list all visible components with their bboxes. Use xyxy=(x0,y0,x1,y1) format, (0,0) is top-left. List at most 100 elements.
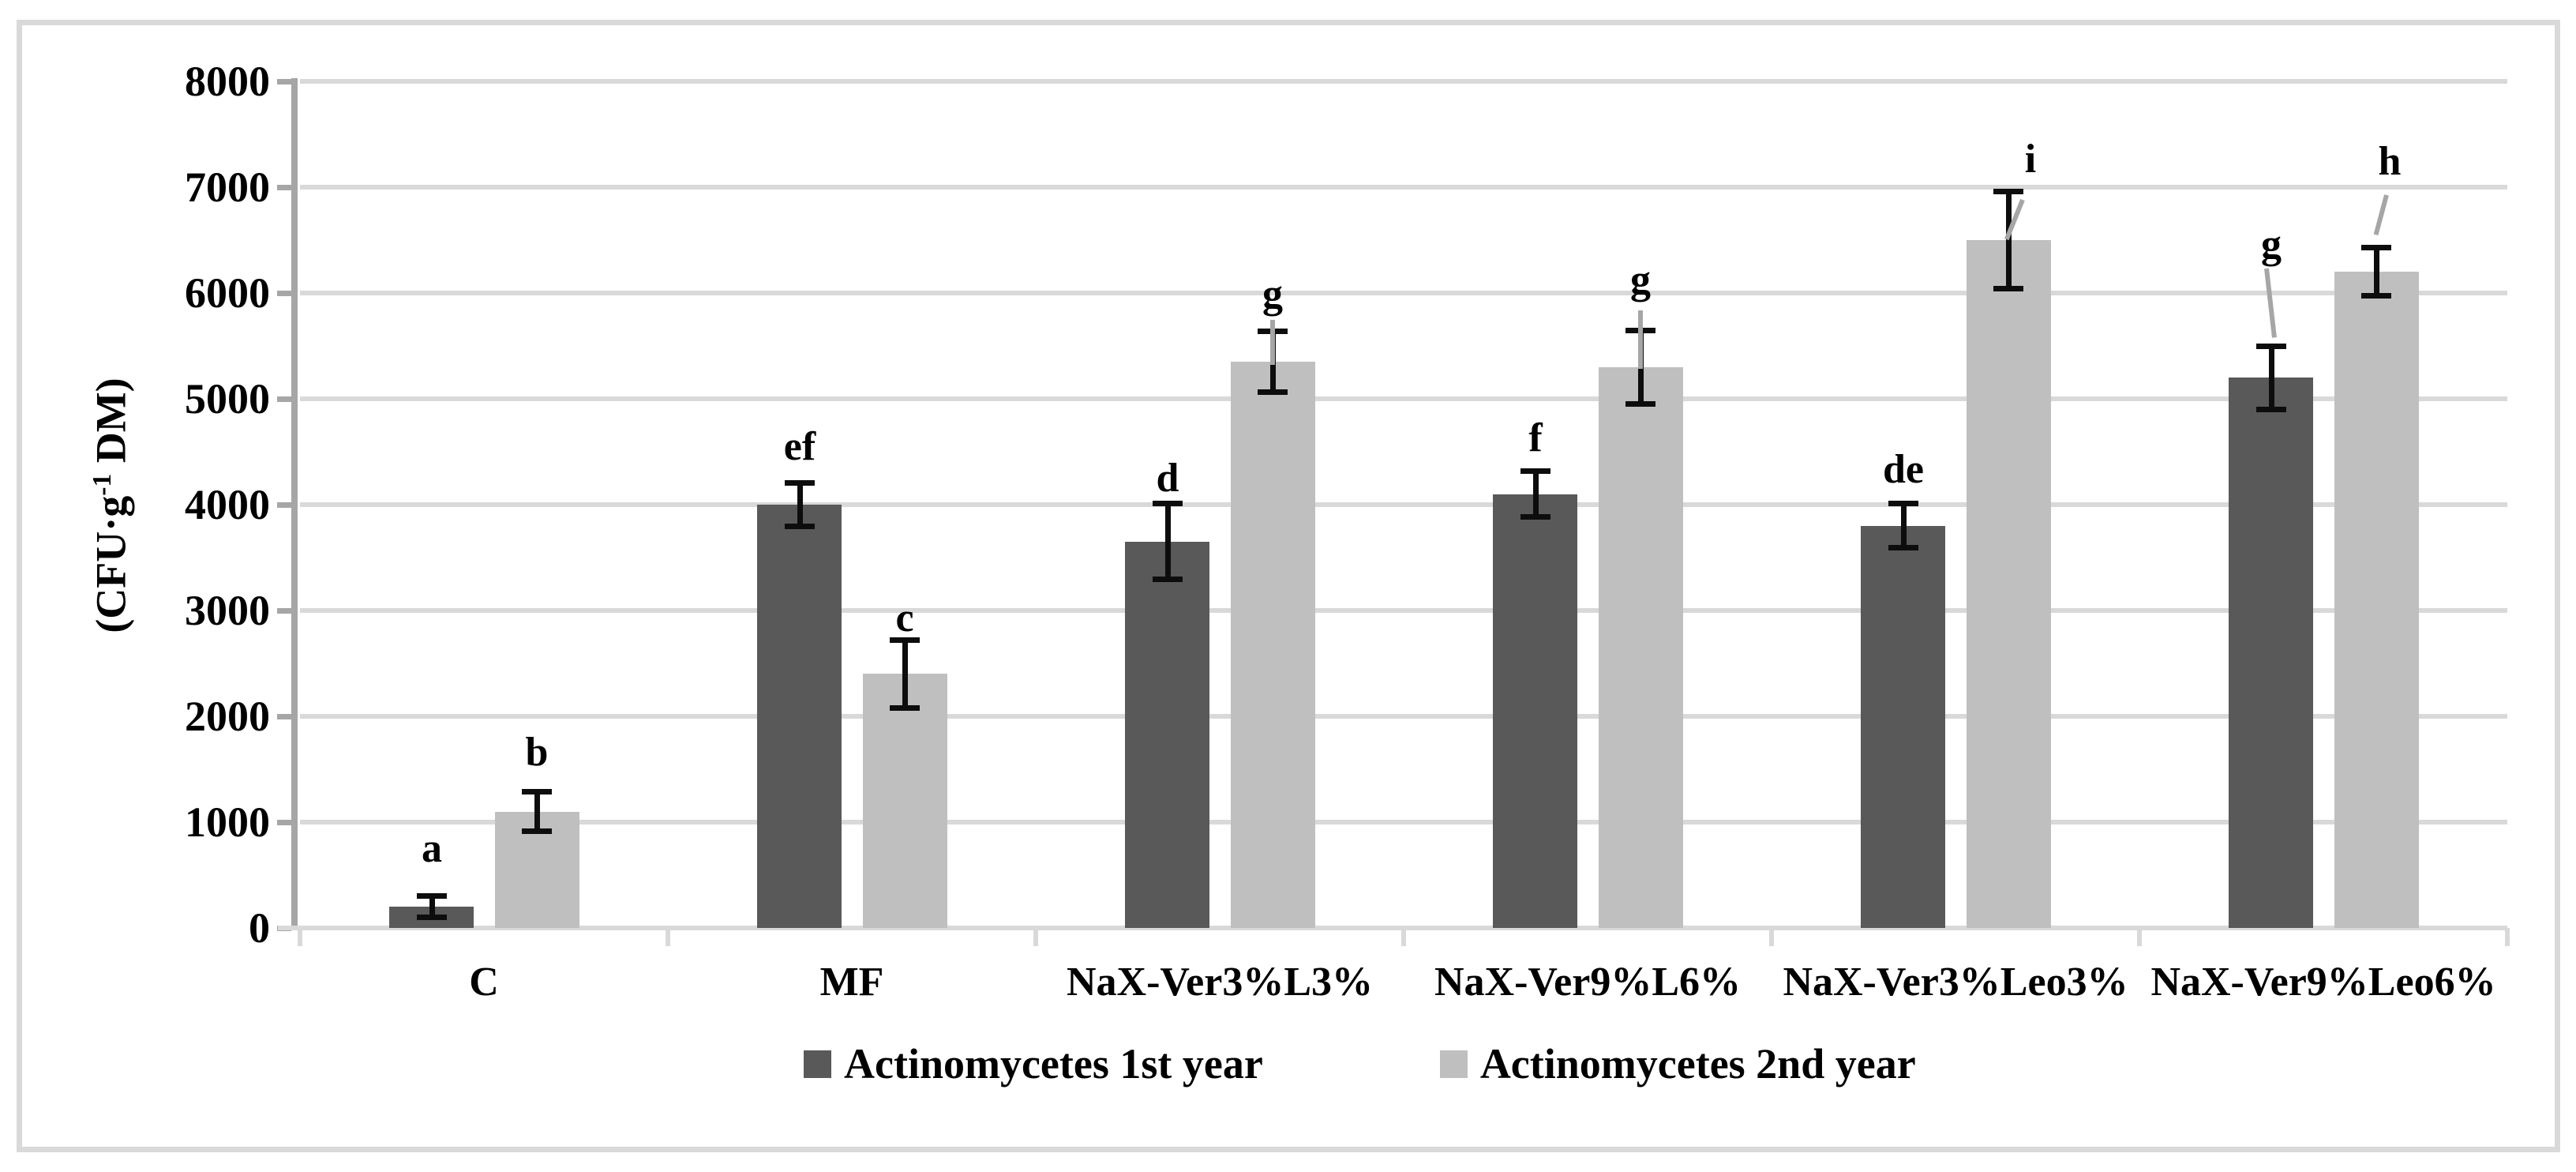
label-leader-line xyxy=(1638,310,1643,369)
y-tick-label-8000: 8000 xyxy=(185,58,270,105)
y-tick-label-5000: 5000 xyxy=(185,375,270,423)
error-bar-cap-top xyxy=(1153,501,1183,507)
significance-label: g xyxy=(1630,257,1651,302)
figure-frame xyxy=(17,20,2560,1152)
error-bar-cap-top xyxy=(1993,189,2023,195)
x-category-label-3: NaX-Ver9%L6% xyxy=(1434,960,1742,1005)
y-axis-tick-5000 xyxy=(277,396,291,402)
y-tick-label-2000: 2000 xyxy=(185,693,270,740)
x-category-label-1: MF xyxy=(819,960,884,1005)
bar-series2-3 xyxy=(1599,366,1683,928)
gridline-1000 xyxy=(300,820,2507,825)
error-bar-cap-top xyxy=(2361,245,2391,251)
error-bar-cap-bottom xyxy=(1153,577,1183,583)
x-axis-tick-4 xyxy=(1769,928,1774,946)
error-bar-cap-top xyxy=(417,893,447,900)
significance-label: b xyxy=(525,729,549,775)
gridline-7000 xyxy=(300,185,2507,190)
legend-label-year2: Actinomycetes 2nd year xyxy=(1479,1040,1916,1087)
bar-series1-4 xyxy=(1861,525,1945,928)
gridline-8000 xyxy=(300,79,2507,84)
y-tick-label-1000: 1000 xyxy=(185,798,270,846)
significance-label: g xyxy=(1262,271,1283,317)
x-category-label-0: C xyxy=(469,960,499,1005)
error-bar-cap-bottom xyxy=(785,524,815,530)
error-bar-line xyxy=(1900,505,1907,547)
error-bar-line xyxy=(797,484,803,525)
error-bar-cap-bottom xyxy=(2256,406,2286,412)
y-axis-tick-2000 xyxy=(277,714,291,719)
error-bar-line xyxy=(1164,505,1171,578)
label-leader-line xyxy=(1270,320,1275,365)
bar-series1-5 xyxy=(2229,378,2313,928)
gridline-2000 xyxy=(300,714,2507,719)
x-category-label-2: NaX-Ver3%L3% xyxy=(1066,960,1374,1005)
legend-entry-year2: Actinomycetes 2nd year xyxy=(1439,1040,1916,1087)
legend-swatch-year2 xyxy=(1439,1050,1468,1078)
bar-series2-5 xyxy=(2334,272,2419,928)
bar-series1-1 xyxy=(757,505,842,928)
error-bar-cap-top xyxy=(522,788,552,794)
y-axis-tick-6000 xyxy=(277,291,291,296)
error-bar-cap-top xyxy=(785,479,815,486)
error-bar-cap-top xyxy=(1520,468,1550,474)
x-axis-tick-3 xyxy=(1401,928,1406,946)
error-bar-line xyxy=(2373,250,2379,295)
error-bar-line xyxy=(429,898,435,915)
y-axis-line xyxy=(291,78,298,928)
bar-series1-2 xyxy=(1125,541,1209,928)
x-category-label-5: NaX-Ver9%Leo6% xyxy=(2150,960,2496,1005)
significance-label: a xyxy=(422,826,442,872)
bar-series1-3 xyxy=(1493,494,1577,928)
error-bar-cap-top xyxy=(890,637,920,644)
y-tick-label-6000: 6000 xyxy=(185,269,270,317)
y-tick-label-3000: 3000 xyxy=(185,587,270,634)
gridline-4000 xyxy=(300,502,2507,507)
significance-label: ef xyxy=(783,423,816,469)
error-bar-cap-top xyxy=(1888,501,1918,507)
gridline-5000 xyxy=(300,396,2507,401)
y-tick-label-4000: 4000 xyxy=(185,481,270,528)
y-tick-label-7000: 7000 xyxy=(185,163,270,211)
x-axis-tick-0 xyxy=(298,928,302,946)
significance-label: c xyxy=(895,595,914,641)
x-axis-line xyxy=(278,926,2507,930)
x-axis-tick-5 xyxy=(2137,928,2142,946)
error-bar-cap-bottom xyxy=(2361,293,2391,299)
bar-series2-2 xyxy=(1231,362,1315,928)
y-axis-tick-3000 xyxy=(277,608,291,614)
significance-label: d xyxy=(1156,456,1179,501)
error-bar-line xyxy=(534,793,540,830)
legend-label-year1: Actinomycetes 1st year xyxy=(844,1040,1263,1087)
x-axis-tick-2 xyxy=(1033,928,1038,946)
error-bar-cap-bottom xyxy=(1520,514,1550,520)
significance-label: de xyxy=(1883,447,1924,493)
legend-swatch-year1 xyxy=(804,1050,831,1078)
significance-label: g xyxy=(2261,221,2282,267)
error-bar-cap-bottom xyxy=(1625,401,1655,408)
y-axis-tick-4000 xyxy=(277,502,291,508)
legend: Actinomycetes 1st year Actinomycetes 2nd… xyxy=(804,1041,1916,1087)
significance-label: f xyxy=(1528,415,1543,460)
error-bar-cap-bottom xyxy=(1888,545,1918,551)
gridline-3000 xyxy=(300,608,2507,613)
y-axis-tick-8000 xyxy=(277,79,291,85)
gridline-6000 xyxy=(300,291,2507,295)
bar-series2-4 xyxy=(1967,240,2051,928)
legend-entry-year1: Actinomycetes 1st year xyxy=(804,1041,1263,1087)
error-bar-cap-bottom xyxy=(890,704,920,711)
bar-series2-1 xyxy=(863,674,947,928)
y-axis-tick-7000 xyxy=(277,185,291,190)
error-bar-cap-top xyxy=(2256,343,2286,349)
x-axis-tick-6 xyxy=(2505,928,2510,946)
y-tick-label-0: 0 xyxy=(249,904,270,952)
error-bar-line xyxy=(1532,472,1539,516)
error-bar-cap-bottom xyxy=(417,914,447,920)
error-bar-cap-bottom xyxy=(1258,389,1288,396)
x-category-label-4: NaX-Ver3%Leo3% xyxy=(1783,960,2128,1005)
error-bar-cap-bottom xyxy=(522,828,552,835)
x-axis-tick-1 xyxy=(666,928,670,946)
error-bar-cap-bottom xyxy=(1993,285,2023,291)
y-axis-tick-1000 xyxy=(277,820,291,825)
